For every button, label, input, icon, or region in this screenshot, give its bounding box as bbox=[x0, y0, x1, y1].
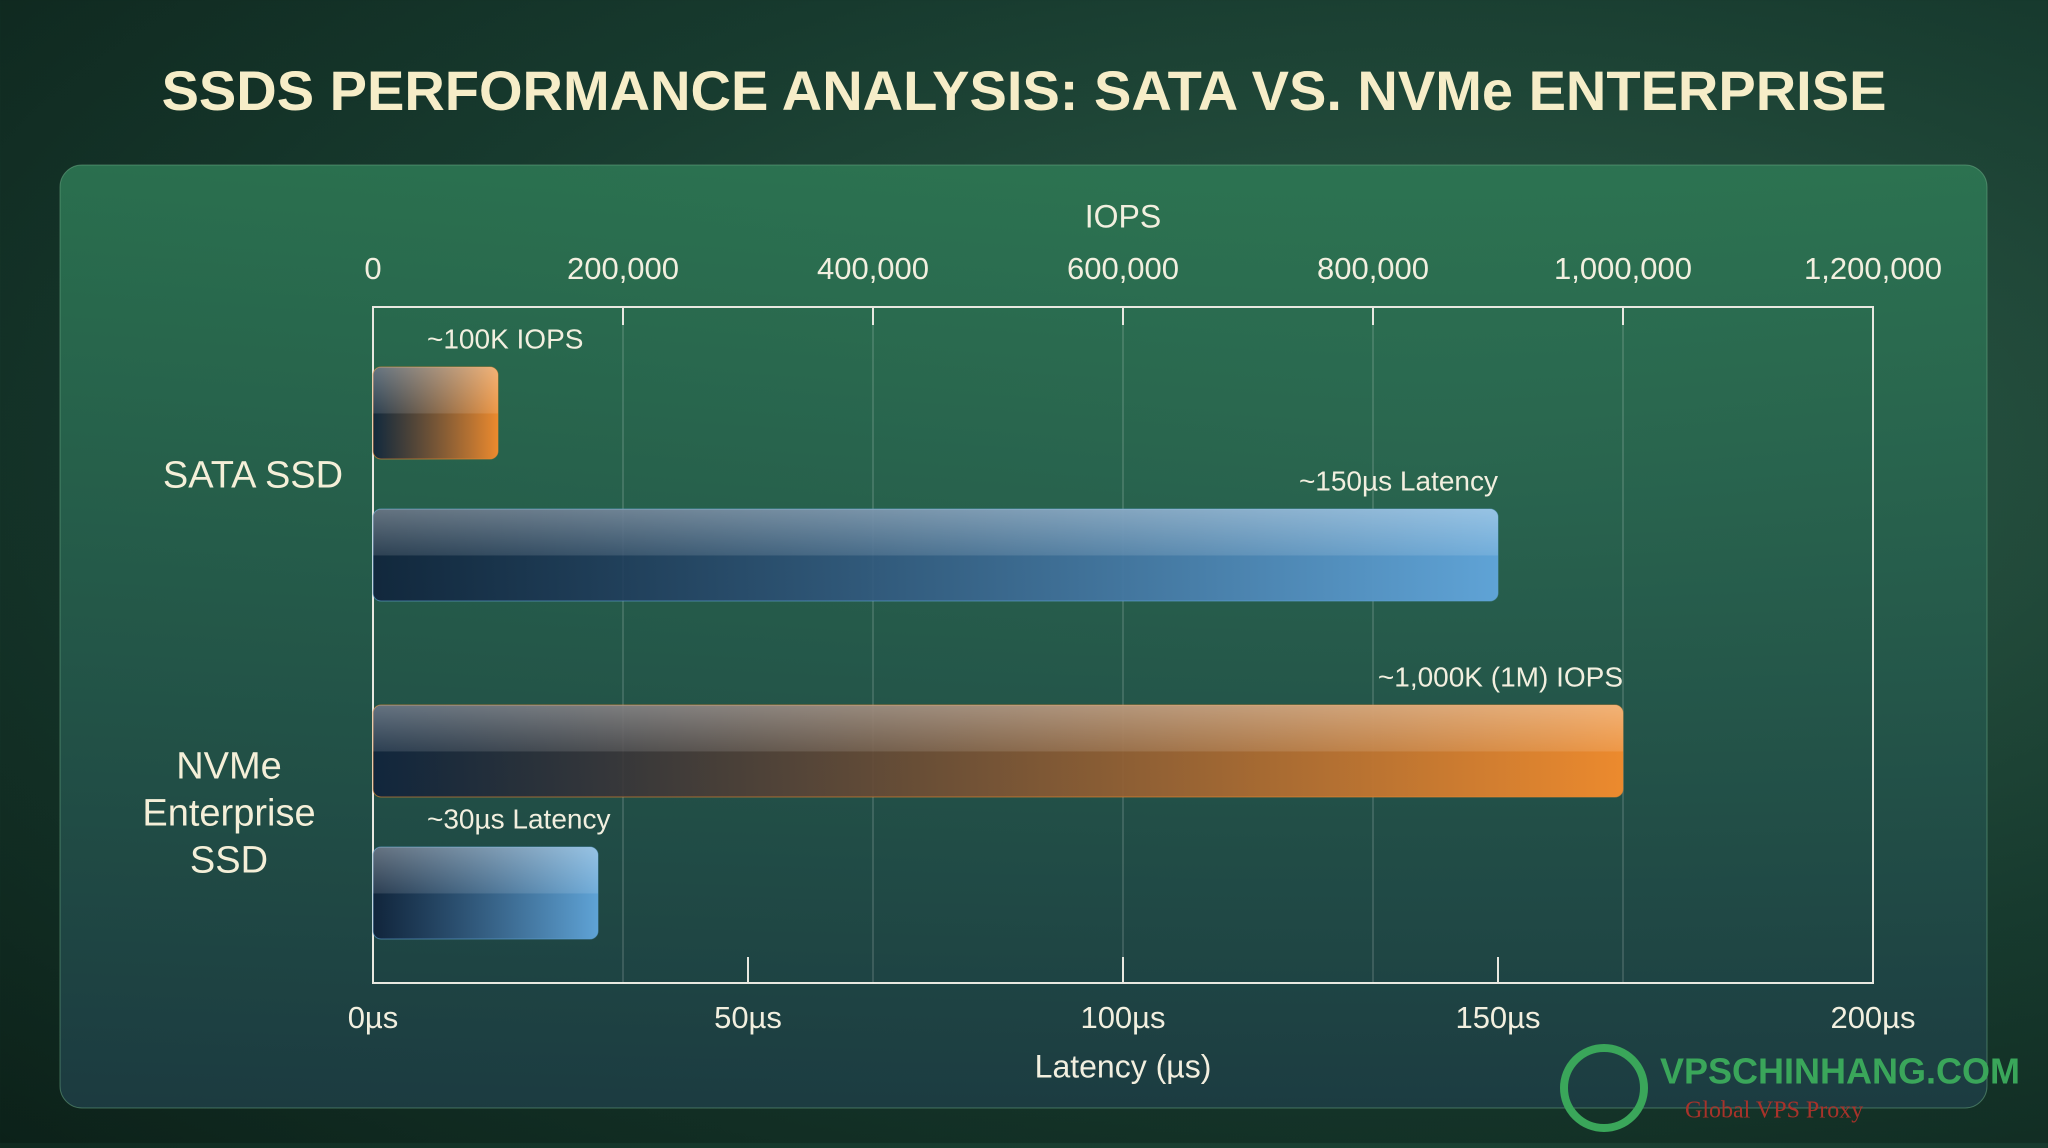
x-tick-label: 0 bbox=[364, 251, 381, 286]
x2-axis-title: Latency (µs) bbox=[1035, 1048, 1212, 1084]
watermark: VPSCHINHANG.COM Global VPS Proxy bbox=[1560, 1044, 2020, 1132]
bar-gloss bbox=[373, 509, 1498, 601]
value-label: ~1,000K (1M) IOPS bbox=[1378, 661, 1623, 692]
watermark-title: VPSCHINHANG.COM bbox=[1660, 1051, 2020, 1092]
x-tick-label: 1,200,000 bbox=[1804, 251, 1942, 286]
x2-tick-label: 200µs bbox=[1830, 1000, 1915, 1035]
value-label: ~150µs Latency bbox=[1299, 465, 1498, 496]
x-tick-label: 400,000 bbox=[817, 251, 929, 286]
chart-title: SSDS PERFORMANCE ANALYSIS: SATA VS. NVMe… bbox=[162, 59, 1887, 122]
value-label: ~30µs Latency bbox=[427, 803, 610, 834]
y-tick-label: SATA SSD bbox=[162, 454, 344, 497]
plot-frame bbox=[372, 306, 1874, 984]
x-axis-title: IOPS bbox=[1085, 198, 1161, 234]
watermark-subtitle: Global VPS Proxy bbox=[1685, 1098, 1863, 1124]
x2-tick-label: 50µs bbox=[714, 1000, 782, 1035]
x2-tick-label: 100µs bbox=[1080, 1000, 1165, 1035]
bar-gloss bbox=[373, 705, 1623, 797]
x-tick-label: 1,000,000 bbox=[1554, 251, 1692, 286]
x2-tick-label: 150µs bbox=[1455, 1000, 1540, 1035]
y-tick-label: NVMe Enterprise SSD bbox=[142, 745, 316, 882]
x2-tick-label: 0µs bbox=[348, 1000, 399, 1035]
watermark-icon bbox=[1560, 1044, 1648, 1132]
value-label: ~100K IOPS bbox=[427, 323, 583, 354]
bar-gloss bbox=[373, 847, 598, 939]
x-tick-label: 800,000 bbox=[1317, 251, 1429, 286]
x-tick-label: 600,000 bbox=[1067, 251, 1179, 286]
x-tick-label: 200,000 bbox=[567, 251, 679, 286]
bar-gloss bbox=[373, 367, 498, 459]
